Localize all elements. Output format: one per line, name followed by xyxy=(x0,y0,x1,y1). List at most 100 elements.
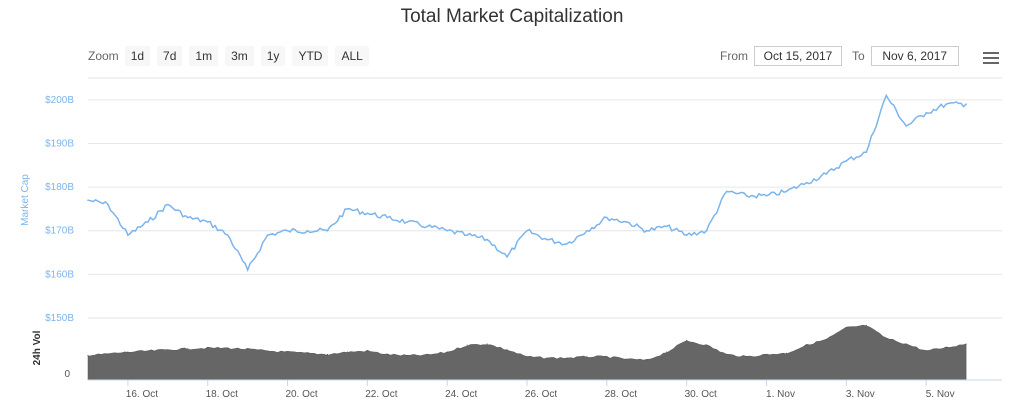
market-cap-point xyxy=(805,181,808,184)
market-cap-point xyxy=(506,256,508,258)
volume-point xyxy=(925,350,927,352)
zoom-all-button[interactable]: ALL xyxy=(335,46,369,66)
volume-point xyxy=(885,337,887,339)
market-cap-point xyxy=(685,234,688,236)
market-cap-point xyxy=(466,234,468,236)
market-cap-point xyxy=(645,229,648,232)
zoom-ytd-button[interactable]: YTD xyxy=(292,46,329,66)
market-cap-point xyxy=(526,229,528,232)
market-cap-point xyxy=(107,203,109,206)
volume-point xyxy=(546,357,548,359)
x-tick-label: 18. Oct xyxy=(206,389,238,400)
market-cap-point xyxy=(326,229,329,232)
volume-point xyxy=(187,348,189,350)
x-tick-label: 5. Nov xyxy=(926,389,955,400)
volume-point xyxy=(326,353,329,356)
y-tick-label: $200B xyxy=(45,95,74,106)
volume-point xyxy=(486,343,488,345)
hamburger-menu-icon[interactable] xyxy=(983,52,999,64)
market-cap-point xyxy=(226,234,229,236)
market-cap-point xyxy=(486,238,488,241)
market-cap-point xyxy=(765,195,768,197)
market-cap-point xyxy=(266,234,269,236)
volume-point xyxy=(646,359,648,361)
market-cap-point xyxy=(127,234,129,236)
market-cap-point xyxy=(426,225,429,228)
zoom-1d-button[interactable]: 1d xyxy=(124,46,151,66)
market-cap-point xyxy=(845,160,848,162)
y-tick-label: $150B xyxy=(45,313,74,324)
x-tick-label: 20. Oct xyxy=(285,389,317,400)
volume-point xyxy=(845,327,847,329)
x-tick-label: 24. Oct xyxy=(445,389,477,400)
volume-point xyxy=(566,357,568,359)
volume-point xyxy=(386,353,388,356)
volume-point xyxy=(586,356,588,358)
market-cap-point xyxy=(586,229,588,232)
market-cap-point xyxy=(346,208,349,210)
date-range-inputs: From Oct 15, 2017 To Nov 6, 2017 xyxy=(720,46,969,66)
y-tick-label: $160B xyxy=(45,269,74,280)
to-date-input[interactable]: Nov 6, 2017 xyxy=(870,46,959,66)
market-cap-points xyxy=(87,94,967,271)
market-cap-point xyxy=(366,212,369,215)
volume-point xyxy=(726,353,728,356)
volume-point xyxy=(107,353,109,355)
volume-point xyxy=(785,352,788,354)
zoom-3m-button[interactable]: 3m xyxy=(225,46,254,66)
market-cap-point xyxy=(705,229,708,232)
volume-point xyxy=(686,339,688,342)
volume-zero-tick: 0 xyxy=(64,369,70,380)
volume-point xyxy=(865,324,867,327)
market-cap-point xyxy=(286,229,289,232)
volume-point xyxy=(506,349,508,351)
market-cap-point xyxy=(167,203,169,206)
market-cap-point xyxy=(825,173,828,175)
market-cap-point xyxy=(147,221,149,223)
from-date-input[interactable]: Oct 15, 2017 xyxy=(754,46,842,66)
volume-point xyxy=(167,349,169,351)
volume-point xyxy=(426,354,428,356)
x-tick-label: 1. Nov xyxy=(766,389,795,400)
volume-point xyxy=(825,338,827,340)
market-cap-point xyxy=(446,229,449,232)
market-cap-point xyxy=(386,216,389,219)
y-tick-label: $190B xyxy=(45,138,74,149)
volume-area xyxy=(87,324,967,381)
volume-point xyxy=(606,356,608,358)
volume-point xyxy=(366,350,368,352)
x-axis-ticks: 16. Oct 18. Oct 20. Oct 22. Oct 24. Oct 26. O… xyxy=(126,380,955,400)
volume-point xyxy=(446,351,448,353)
grid-lines xyxy=(88,77,1002,319)
market-cap-point xyxy=(406,221,409,223)
market-cap-point xyxy=(306,229,309,232)
x-tick-label: 22. Oct xyxy=(365,389,397,400)
zoom-1m-button[interactable]: 1m xyxy=(189,46,219,66)
market-cap-point xyxy=(87,199,89,201)
zoom-7d-button[interactable]: 7d xyxy=(157,46,183,66)
market-cap-point xyxy=(566,243,568,245)
volume-point xyxy=(346,351,349,353)
volume-point xyxy=(147,350,149,352)
range-selector: Zoom 1d 7d 1m 3m 1y YTD ALL xyxy=(88,46,376,66)
y-axis-ticks: $150B $160B $170B $180B $190B $200B xyxy=(45,95,74,324)
volume-point xyxy=(207,347,209,349)
market-cap-point xyxy=(546,238,548,241)
market-cap-point xyxy=(626,221,628,223)
volume-point xyxy=(965,343,967,345)
volume-points xyxy=(87,324,967,361)
market-cap-point xyxy=(925,112,927,114)
market-cap-point xyxy=(785,190,788,193)
volume-point xyxy=(466,344,468,346)
volume-point xyxy=(745,356,748,358)
volume-point xyxy=(247,348,249,350)
volume-point xyxy=(706,344,708,346)
zoom-1y-button[interactable]: 1y xyxy=(260,46,286,66)
volume-point xyxy=(127,351,129,353)
x-tick-label: 28. Oct xyxy=(605,389,637,400)
volume-point xyxy=(626,358,628,360)
volume-point xyxy=(267,350,269,352)
volume-point xyxy=(526,356,528,358)
y-tick-label: $180B xyxy=(45,182,74,193)
y-axis-title: Market Cap xyxy=(20,174,31,226)
